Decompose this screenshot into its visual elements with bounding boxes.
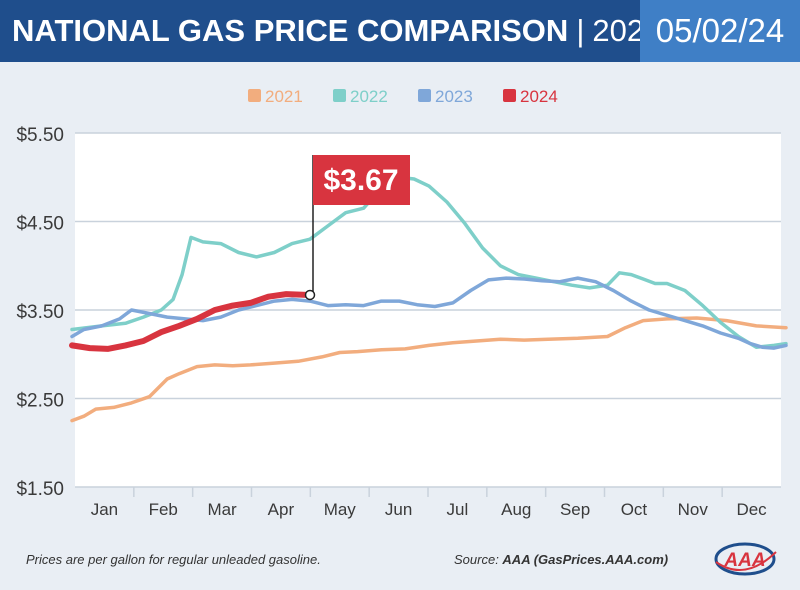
x-tick-label: Feb xyxy=(149,500,178,519)
x-tick-label: Apr xyxy=(268,500,295,519)
y-tick-label: $2.50 xyxy=(16,391,64,412)
legend-label-2024: 2024 xyxy=(520,87,558,106)
legend-label-2022: 2022 xyxy=(350,87,388,106)
x-tick-label: Oct xyxy=(621,500,648,519)
legend: 2021 2022 2023 2024 xyxy=(248,87,558,106)
x-tick-label: Aug xyxy=(501,500,531,519)
footer: Prices are per gallon for regular unlead… xyxy=(0,540,800,590)
svg-text:AAA: AAA xyxy=(723,550,765,571)
series-line-2024 xyxy=(69,291,313,352)
y-tick-label: $1.50 xyxy=(16,479,64,500)
x-tick-label: Dec xyxy=(736,500,767,519)
annotation-point xyxy=(304,289,316,301)
x-tick-label: Mar xyxy=(207,500,237,519)
x-axis: Jan Feb Mar Apr May Jun Jul Aug Sep Oct Nov Dec xyxy=(91,487,767,519)
annotation-box xyxy=(313,155,410,205)
source-name: AAA (GasPrices.AAA.com) xyxy=(502,552,669,567)
footnote: Prices are per gallon for regular unlead… xyxy=(26,552,321,567)
legend-swatch-2022 xyxy=(333,89,346,102)
source-credit: Source: AAA (GasPrices.AAA.com) xyxy=(454,552,668,567)
x-tick-label: May xyxy=(324,500,357,519)
y-axis: $1.50 $2.50 $3.50 $4.50 $5.50 xyxy=(16,125,64,500)
header-bar: NATIONAL GAS PRICE COMPARISON|2021-2024 … xyxy=(0,0,800,62)
legend-swatch-2021 xyxy=(248,89,261,102)
legend-label-2021: 2021 xyxy=(265,87,303,106)
y-tick-label: $5.50 xyxy=(16,125,64,146)
x-tick-label: Jan xyxy=(91,500,118,519)
x-tick-label: Jul xyxy=(447,500,469,519)
source-prefix: Source: xyxy=(454,552,503,567)
x-tick-label: Nov xyxy=(678,500,709,519)
date-badge: 05/02/24 xyxy=(640,0,800,62)
title-separator: | xyxy=(576,13,585,48)
legend-label-2023: 2023 xyxy=(435,87,473,106)
series-line-2021 xyxy=(70,316,788,423)
aaa-logo-icon: AAA xyxy=(714,542,777,576)
x-tick-label: Sep xyxy=(560,500,590,519)
series-line-2023 xyxy=(70,276,788,350)
series-line-2022 xyxy=(70,175,788,349)
legend-swatch-2023 xyxy=(418,89,431,102)
y-tick-label: $4.50 xyxy=(16,214,64,235)
current-price-annotation: $3.67 xyxy=(304,155,410,301)
x-tick-label: Jun xyxy=(385,500,412,519)
legend-swatch-2024 xyxy=(503,89,516,102)
series-lines xyxy=(69,175,788,423)
title-main: NATIONAL GAS PRICE COMPARISON xyxy=(12,13,569,48)
y-tick-label: $3.50 xyxy=(16,302,64,323)
annotation-label: $3.67 xyxy=(323,164,398,197)
